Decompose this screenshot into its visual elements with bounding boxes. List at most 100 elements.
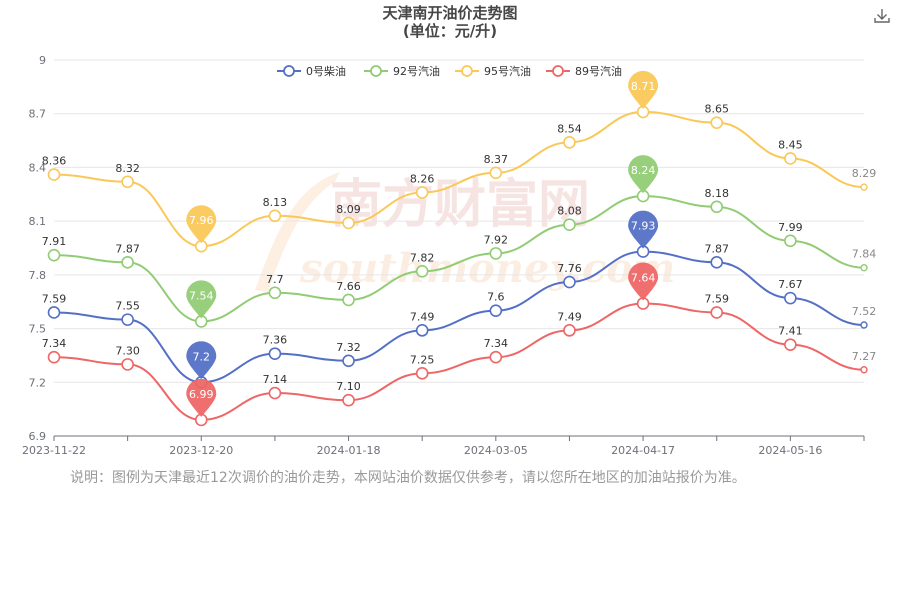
legend-item[interactable]: 89号汽油 (546, 64, 622, 78)
legend-marker (461, 65, 473, 77)
data-label: 7.87 (115, 242, 140, 255)
mark-pin-shape (628, 155, 659, 194)
data-label: 7.41 (778, 325, 803, 338)
chart-subtitle: (单位：元/升) (402, 22, 498, 40)
mark-pin-shape (186, 280, 217, 319)
data-point (563, 218, 576, 232)
data-label: 7.30 (115, 344, 140, 357)
legend-item[interactable]: 95号汽油 (455, 64, 531, 78)
data-point (489, 304, 503, 317)
mark-pin: 8.24 (628, 155, 659, 194)
mark-pin-label: 7.93 (631, 220, 656, 233)
data-point (121, 358, 134, 371)
data-point (415, 324, 429, 337)
data-label: 8.26 (410, 172, 435, 185)
data-point (342, 393, 355, 407)
data-point (489, 166, 503, 180)
data-label: 7.52 (852, 305, 877, 318)
data-point (563, 136, 576, 149)
data-label: 7.59 (704, 292, 729, 305)
legend-item[interactable]: 92号汽油 (364, 64, 440, 78)
legend-marker (283, 65, 295, 77)
data-label: 7.32 (336, 341, 361, 354)
data-point (121, 256, 134, 269)
y-tick-label: 8.7 (29, 108, 47, 121)
data-label: 7.55 (115, 300, 140, 313)
download-icon[interactable] (872, 6, 892, 26)
y-tick-label: 7.2 (29, 376, 47, 389)
data-point (710, 256, 724, 269)
x-tick-label: 2024-01-18 (317, 444, 381, 457)
mark-pin: 6.99 (186, 378, 217, 417)
x-tick-label: 2023-11-22 (22, 444, 86, 457)
data-point (860, 263, 868, 272)
mark-pin-shape (186, 205, 217, 244)
data-point (489, 247, 503, 260)
mark-pin-label: 7.64 (631, 272, 656, 285)
series-line (53, 195, 865, 323)
data-label: 8.45 (778, 138, 803, 151)
data-point (710, 200, 724, 214)
y-tick-label: 7.8 (29, 269, 47, 282)
data-label: 7.59 (42, 292, 67, 305)
data-label: 8.09 (336, 203, 361, 216)
legend-item[interactable]: 0号柴油 (277, 64, 346, 78)
y-tick-label: 8.4 (29, 161, 47, 174)
mark-pin: 7.54 (186, 280, 217, 319)
series-line (53, 250, 865, 384)
data-label: 8.18 (704, 187, 729, 200)
series-3: 7.34 7.30 7.14 7.10 7.25 7.34 7.49 7.59 7.41 7.27 (42, 292, 877, 427)
data-label: 7.36 (263, 334, 288, 347)
data-label: 7.82 (410, 251, 435, 264)
data-label: 8.29 (852, 167, 877, 180)
mark-pin-shape (628, 210, 659, 249)
mark-pin-shape (186, 341, 217, 380)
data-label: 7.49 (410, 310, 435, 323)
data-point (342, 354, 355, 368)
legend-marker (370, 65, 382, 77)
legend-label: 89号汽油 (575, 64, 622, 78)
y-tick-label: 6.9 (29, 430, 47, 443)
data-point (47, 248, 61, 262)
data-point (860, 366, 868, 374)
data-label: 8.36 (42, 155, 67, 168)
data-label: 8.13 (263, 196, 288, 209)
y-tick-label: 7.5 (29, 323, 47, 336)
mark-pin-label: 7.96 (189, 214, 214, 227)
mark-pin-shape (628, 70, 659, 109)
chart-title: 天津南开油价走势图 (单位：元/升) (0, 4, 900, 40)
mark-pin-label: 7.2 (193, 350, 211, 363)
y-tick-label: 9 (39, 54, 46, 67)
data-label: 7.34 (42, 337, 67, 350)
data-label: 7.91 (42, 235, 67, 248)
data-point (121, 175, 134, 189)
watermark-logo (255, 172, 340, 292)
chart-note: 说明：图例为天津最近12次调价的油价走势，本网站油价数据仅供参考，请以您所在地区… (70, 470, 746, 486)
legend-label: 0号柴油 (306, 64, 346, 78)
data-label: 8.65 (704, 103, 729, 116)
data-label: 7.34 (484, 337, 509, 350)
data-point (784, 291, 797, 305)
data-label: 8.32 (115, 162, 140, 175)
mark-pin-label: 8.71 (631, 80, 656, 93)
watermark-text-cn: 南方财富网 (330, 174, 590, 235)
data-point (710, 116, 724, 129)
data-point (47, 350, 61, 364)
data-point (415, 264, 429, 278)
data-label: 7.76 (557, 262, 582, 275)
data-point (268, 286, 282, 300)
legend-label: 95号汽油 (484, 64, 531, 78)
data-point (342, 216, 355, 230)
legend: 0号柴油 92号汽油 95号汽油 89号汽油 (277, 64, 622, 78)
data-point (342, 293, 355, 307)
data-label: 7.25 (410, 353, 435, 366)
data-point (563, 324, 576, 337)
data-point (268, 386, 282, 400)
x-tick-label: 2023-12-20 (169, 444, 233, 457)
data-label: 7.27 (852, 350, 877, 363)
legend-label: 92号汽油 (393, 64, 440, 78)
data-point (710, 306, 724, 319)
mark-pin-label: 8.24 (631, 164, 656, 177)
